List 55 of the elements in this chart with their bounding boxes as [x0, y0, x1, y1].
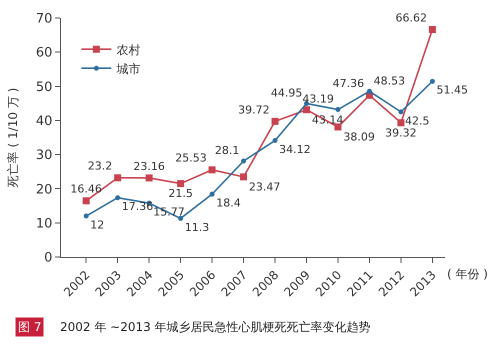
- legend-label: 农村: [116, 42, 140, 57]
- point: [397, 119, 404, 126]
- y-tick-label: 20: [36, 182, 52, 198]
- point: [272, 138, 278, 143]
- point: [428, 26, 436, 34]
- point: [303, 106, 310, 114]
- y-tick-label: 40: [36, 114, 52, 129]
- data-label: 11.3: [184, 220, 210, 234]
- data-label: 43.19: [302, 92, 334, 106]
- y-tick-label: 50: [36, 80, 52, 95]
- point: [398, 109, 404, 114]
- data-label: 25.53: [175, 152, 207, 165]
- data-label: 23.2: [88, 160, 112, 173]
- data-label: 39.32: [385, 126, 417, 140]
- data-label: 51.45: [436, 84, 468, 97]
- point: [241, 158, 246, 164]
- data-label: 23.16: [133, 160, 165, 173]
- data-label: 47.36: [332, 77, 364, 90]
- point: [114, 174, 122, 182]
- data-label: 21.5: [168, 187, 193, 200]
- point: [115, 195, 120, 200]
- data-label: 17.36: [122, 200, 154, 214]
- point: [208, 166, 216, 174]
- caption: 图 7: [18, 320, 42, 334]
- point: [146, 174, 153, 182]
- data-label: 23.47: [248, 180, 280, 194]
- data-label: 48.53: [374, 74, 406, 88]
- data-label: 44.95: [270, 86, 302, 100]
- y-axis-title: 死亡率 ( 1/10 万 ): [6, 88, 20, 188]
- point: [272, 118, 279, 125]
- y-tick-label: 60: [36, 46, 52, 61]
- data-label: 38.09: [343, 130, 375, 144]
- text: 2002 年 ~2013 年城乡居民急性心肌梗死死亡率变化趋势: [60, 320, 371, 334]
- point: [177, 180, 184, 188]
- point: [82, 197, 90, 204]
- point: [335, 107, 340, 112]
- data-label: 18.4: [216, 196, 241, 210]
- point: [366, 88, 372, 94]
- point: [210, 192, 215, 197]
- data-label: 42.5: [405, 114, 430, 128]
- point: [430, 78, 435, 84]
- data-label: 66.62: [396, 11, 428, 24]
- y-tick-label: 0: [44, 250, 52, 266]
- data-label: 16.46: [70, 182, 102, 196]
- data-label: 34.12: [279, 142, 311, 156]
- data-label: 39.72: [238, 103, 270, 116]
- y-tick-label: 10: [36, 216, 52, 232]
- x-axis-title: ( 年份 ): [447, 267, 488, 281]
- data-label: 28.1: [214, 144, 240, 158]
- data-label: 12: [90, 218, 104, 232]
- y-tick-label: 30: [36, 148, 52, 164]
- point: [240, 173, 248, 180]
- point: [84, 214, 89, 219]
- y-tick-label: 70: [36, 12, 52, 27]
- legend-label: 城市: [115, 62, 140, 76]
